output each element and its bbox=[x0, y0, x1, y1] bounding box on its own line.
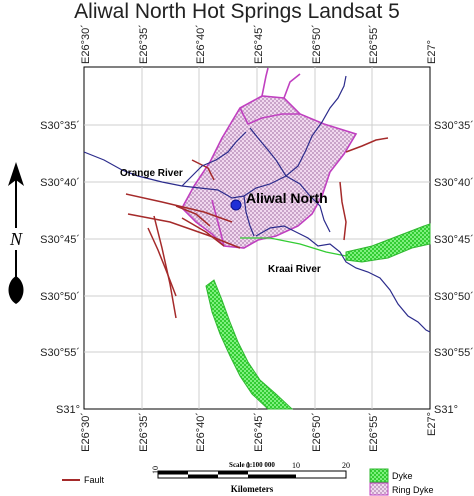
map-title: Aliwal North Hot Springs Landsat 5 bbox=[74, 0, 400, 23]
scale-tick-0: 10 bbox=[151, 466, 160, 474]
lon-label-bottom-5: E26°50´ bbox=[311, 412, 323, 452]
lon-label-bottom-6: E26°55´ bbox=[368, 412, 380, 452]
scale-unit: Kilometers bbox=[231, 484, 274, 494]
lon-label-top-6: E26°55´ bbox=[368, 24, 380, 64]
fault-1 bbox=[125, 193, 233, 223]
lat-label-left-2: S30°40´ bbox=[40, 177, 80, 189]
lon-label-top-4: E26°45´ bbox=[253, 24, 265, 64]
river-tributary bbox=[243, 195, 255, 237]
kraai-river bbox=[255, 225, 431, 333]
fault-3 bbox=[147, 227, 177, 297]
legend-fault-label: Fault bbox=[84, 475, 105, 485]
lon-label-bottom-3: E26°40´ bbox=[195, 412, 207, 452]
orange-river-branch bbox=[285, 175, 331, 233]
latitude-labels-left: S30°35´ S30°40´ S30°45´ S30°50´ S30°55´ … bbox=[40, 120, 80, 416]
scale-tick-1: 0 bbox=[246, 461, 250, 470]
lon-label-top-1: E26°30´ bbox=[80, 24, 92, 64]
scale-text: Scale 1:100 000 bbox=[229, 461, 275, 469]
lat-label-left-4: S30°50´ bbox=[40, 291, 80, 303]
dyke-south bbox=[205, 279, 294, 410]
latitude-labels-right: S30°35´ S30°40´ S30°45´ S30°50´ S30°55´ … bbox=[434, 120, 474, 416]
dyke-green-line bbox=[240, 237, 347, 257]
longitude-labels-top: E26°30´ E26°35´ E26°40´ E26°45´ E26°50´ … bbox=[80, 24, 438, 64]
fault-9 bbox=[191, 159, 215, 181]
kraai-river-label: Kraai River bbox=[268, 264, 321, 275]
lon-label-top-3: E26°40´ bbox=[195, 24, 207, 64]
fault-7 bbox=[345, 137, 389, 153]
lon-label-top-5: E26°50´ bbox=[311, 24, 323, 64]
north-arrow: N bbox=[8, 162, 24, 304]
lon-label-bottom-2: E26°35´ bbox=[138, 412, 150, 452]
river-west-branch bbox=[181, 131, 247, 187]
lat-label-right-5: S30°55´ bbox=[434, 347, 474, 359]
legend: Fault Dyke Ring Dyke bbox=[62, 468, 434, 496]
legend-ring-dyke-swatch bbox=[369, 482, 389, 496]
fault-2 bbox=[127, 213, 241, 249]
lat-label-right-3: S30°45´ bbox=[434, 234, 474, 246]
fault-8 bbox=[339, 181, 347, 241]
lat-label-left-3: S30°45´ bbox=[40, 234, 80, 246]
legend-ring-dyke-label: Ring Dyke bbox=[392, 485, 434, 495]
orange-river-label: Orange River bbox=[120, 168, 183, 179]
lon-label-top-2: E26°35´ bbox=[138, 24, 150, 64]
legend-dyke-swatch bbox=[369, 468, 389, 483]
lon-label-top-7: E27° bbox=[426, 40, 438, 64]
river-north bbox=[249, 127, 287, 177]
town-label: Aliwal North bbox=[246, 190, 328, 206]
faults bbox=[125, 137, 389, 319]
north-arrow-tail-icon bbox=[8, 276, 24, 304]
lat-label-left-6: S31° bbox=[56, 404, 80, 416]
scale-tick-3: 20 bbox=[342, 461, 350, 470]
lon-label-bottom-7: E27° bbox=[426, 412, 438, 436]
north-arrow-head-icon bbox=[8, 162, 24, 186]
lat-label-right-2: S30°40´ bbox=[434, 177, 474, 189]
lat-label-left-5: S30°55´ bbox=[40, 347, 80, 359]
orange-river bbox=[83, 75, 347, 199]
lat-label-right-6: S31° bbox=[434, 404, 458, 416]
longitude-labels-bottom: E26°30´ E26°35´ E26°40´ E26°45´ E26°50´ … bbox=[80, 412, 438, 452]
scale-bar: Scale 1:100 000 10 0 10 20 Kilometers bbox=[151, 461, 350, 494]
fault-6 bbox=[175, 205, 211, 227]
fault-4 bbox=[153, 215, 177, 319]
lon-label-bottom-4: E26°45´ bbox=[253, 412, 265, 452]
fault-5 bbox=[181, 217, 225, 247]
lat-label-right-4: S30°50´ bbox=[434, 291, 474, 303]
north-letter: N bbox=[9, 229, 23, 249]
lon-label-bottom-1: E26°30´ bbox=[80, 412, 92, 452]
aliwal-north-dot[interactable] bbox=[230, 199, 242, 211]
scale-tick-2: 10 bbox=[292, 461, 300, 470]
rivers bbox=[83, 75, 431, 333]
ring-dyke-area bbox=[181, 95, 358, 249]
dyke-east bbox=[345, 223, 431, 263]
lat-label-left-1: S30°35´ bbox=[40, 120, 80, 132]
legend-dyke-label: Dyke bbox=[392, 471, 413, 481]
lat-label-right-1: S30°35´ bbox=[434, 120, 474, 132]
